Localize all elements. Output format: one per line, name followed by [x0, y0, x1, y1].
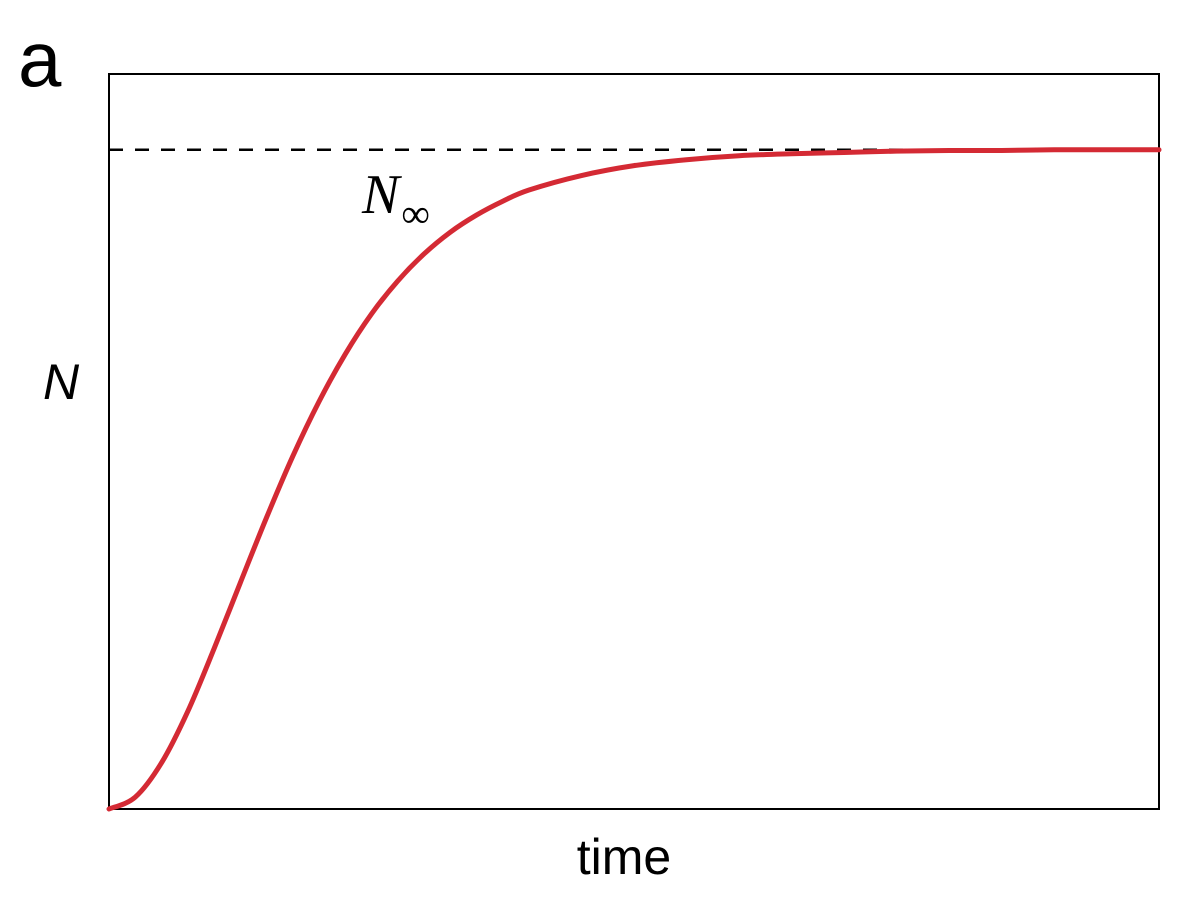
series-curve [106, 147, 1162, 812]
y-axis-label: N [43, 354, 80, 410]
panel-label: a [18, 15, 62, 103]
x-axis-label: time [577, 829, 671, 885]
asymptote-label: N∞ [361, 164, 430, 236]
plot-frame [108, 73, 1160, 810]
